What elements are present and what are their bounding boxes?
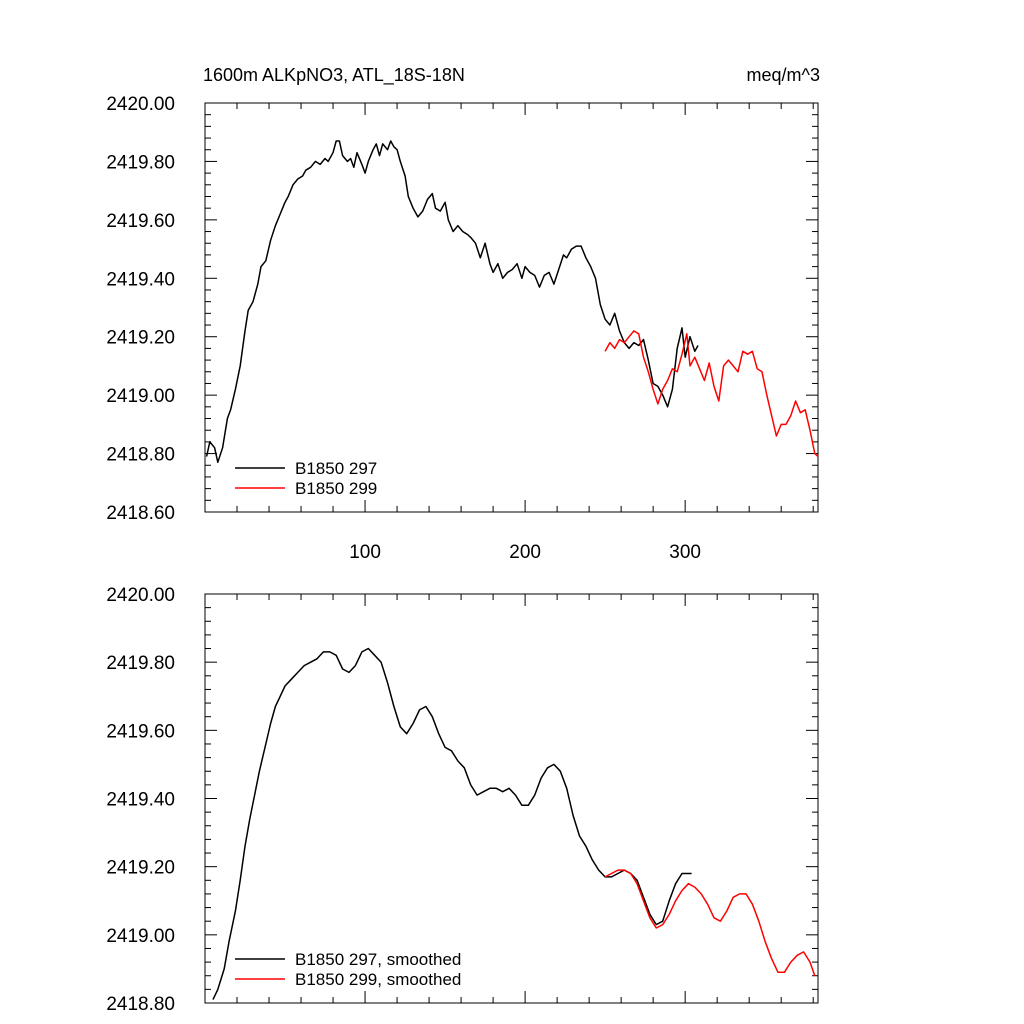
series-line-1 <box>212 647 692 1000</box>
y-tick-label: 2419.00 <box>106 926 175 947</box>
y-tick-label: 2420.00 <box>106 585 175 606</box>
plot-frame <box>204 593 819 1004</box>
legend-label: B1850 299 <box>295 479 377 498</box>
y-tick-label: 2418.60 <box>106 503 175 524</box>
plot-frame <box>204 102 819 513</box>
x-tick-label: 200 <box>509 542 541 563</box>
series-line-2 <box>604 330 819 458</box>
legend-label: B1850 299, smoothed <box>295 970 461 989</box>
chart-units: meq/m^3 <box>747 65 820 85</box>
x-tick-label: 300 <box>669 542 701 563</box>
x-tick-label: 100 <box>349 542 381 563</box>
series-line-1 <box>205 140 699 464</box>
legend-label: B1850 297, smoothed <box>295 950 461 969</box>
y-tick-label: 2418.80 <box>106 445 175 466</box>
series-line-2 <box>604 869 816 976</box>
y-tick-label: 2418.80 <box>106 994 175 1015</box>
y-tick-label: 2419.20 <box>106 858 175 879</box>
y-tick-label: 2419.80 <box>106 653 175 674</box>
y-tick-label: 2419.40 <box>106 269 175 290</box>
legend-label: B1850 297 <box>295 459 377 478</box>
chart-title: 1600m ALKpNO3, ATL_18S-18N <box>203 65 465 86</box>
y-tick-label: 2419.60 <box>106 721 175 742</box>
y-tick-label: 2419.80 <box>106 152 175 173</box>
y-tick-label: 2420.00 <box>106 94 175 115</box>
y-tick-label: 2419.60 <box>106 211 175 232</box>
bottom-panel: 2418.80 2419.00 2419.20 2419.40 2419.60 2419.… <box>106 585 819 1015</box>
y-tick-label: 2419.40 <box>106 790 175 811</box>
y-tick-label: 2419.00 <box>106 386 175 407</box>
y-tick-label: 2419.20 <box>106 328 175 349</box>
top-panel: 2418.60 2418.80 2419.00 2419.20 2419.40 2419.… <box>106 94 819 563</box>
